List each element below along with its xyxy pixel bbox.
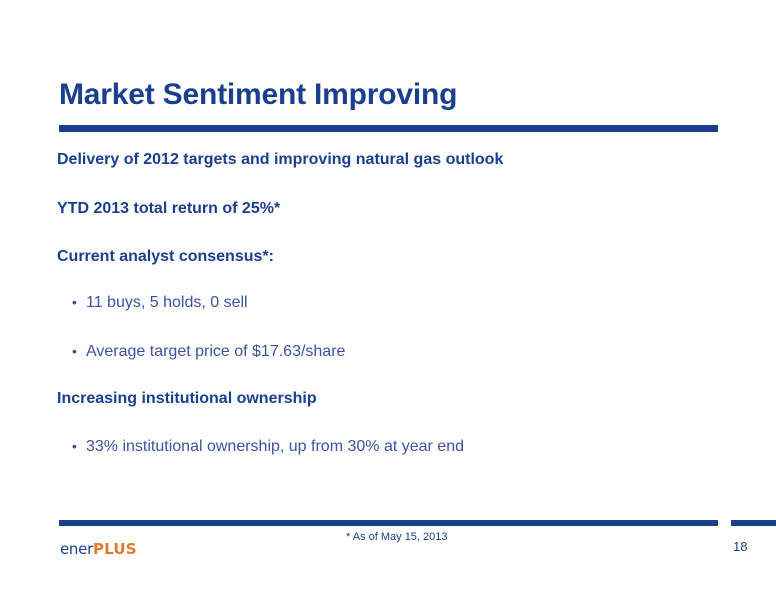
heading-analyst-consensus: Current analyst consensus*: <box>57 248 274 265</box>
bullet-item: • Average target price of $17.63/share <box>72 343 345 361</box>
logo-text-ener: ener <box>60 540 93 558</box>
slide-title: Market Sentiment Improving <box>59 78 458 111</box>
footer-rule-right <box>731 520 776 526</box>
logo-text-plus: PLUS <box>92 540 137 558</box>
bullet-dot-icon: • <box>72 294 77 310</box>
enerplus-logo: enerPLUS <box>60 540 137 558</box>
bullet-item: • 11 buys, 5 holds, 0 sell <box>72 294 248 312</box>
heading-ytd-return: YTD 2013 total return of 25%* <box>57 200 281 217</box>
footer-rule <box>59 520 718 526</box>
bullet-text-target-price: Average target price of $17.63/share <box>86 343 346 360</box>
heading-2012-targets: Delivery of 2012 targets and improving n… <box>57 151 504 168</box>
bullet-text-ownership: 33% institutional ownership, up from 30%… <box>86 438 464 455</box>
heading-institutional-ownership: Increasing institutional ownership <box>57 390 317 407</box>
title-underline <box>59 125 718 132</box>
bullet-text-ratings: 11 buys, 5 holds, 0 sell <box>86 294 248 311</box>
bullet-item: • 33% institutional ownership, up from 30… <box>72 438 464 456</box>
bullet-dot-icon: • <box>72 343 77 359</box>
footnote: * As of May 15, 2013 <box>346 531 448 543</box>
bullet-dot-icon: • <box>72 438 77 454</box>
page-number: 18 <box>733 539 748 554</box>
